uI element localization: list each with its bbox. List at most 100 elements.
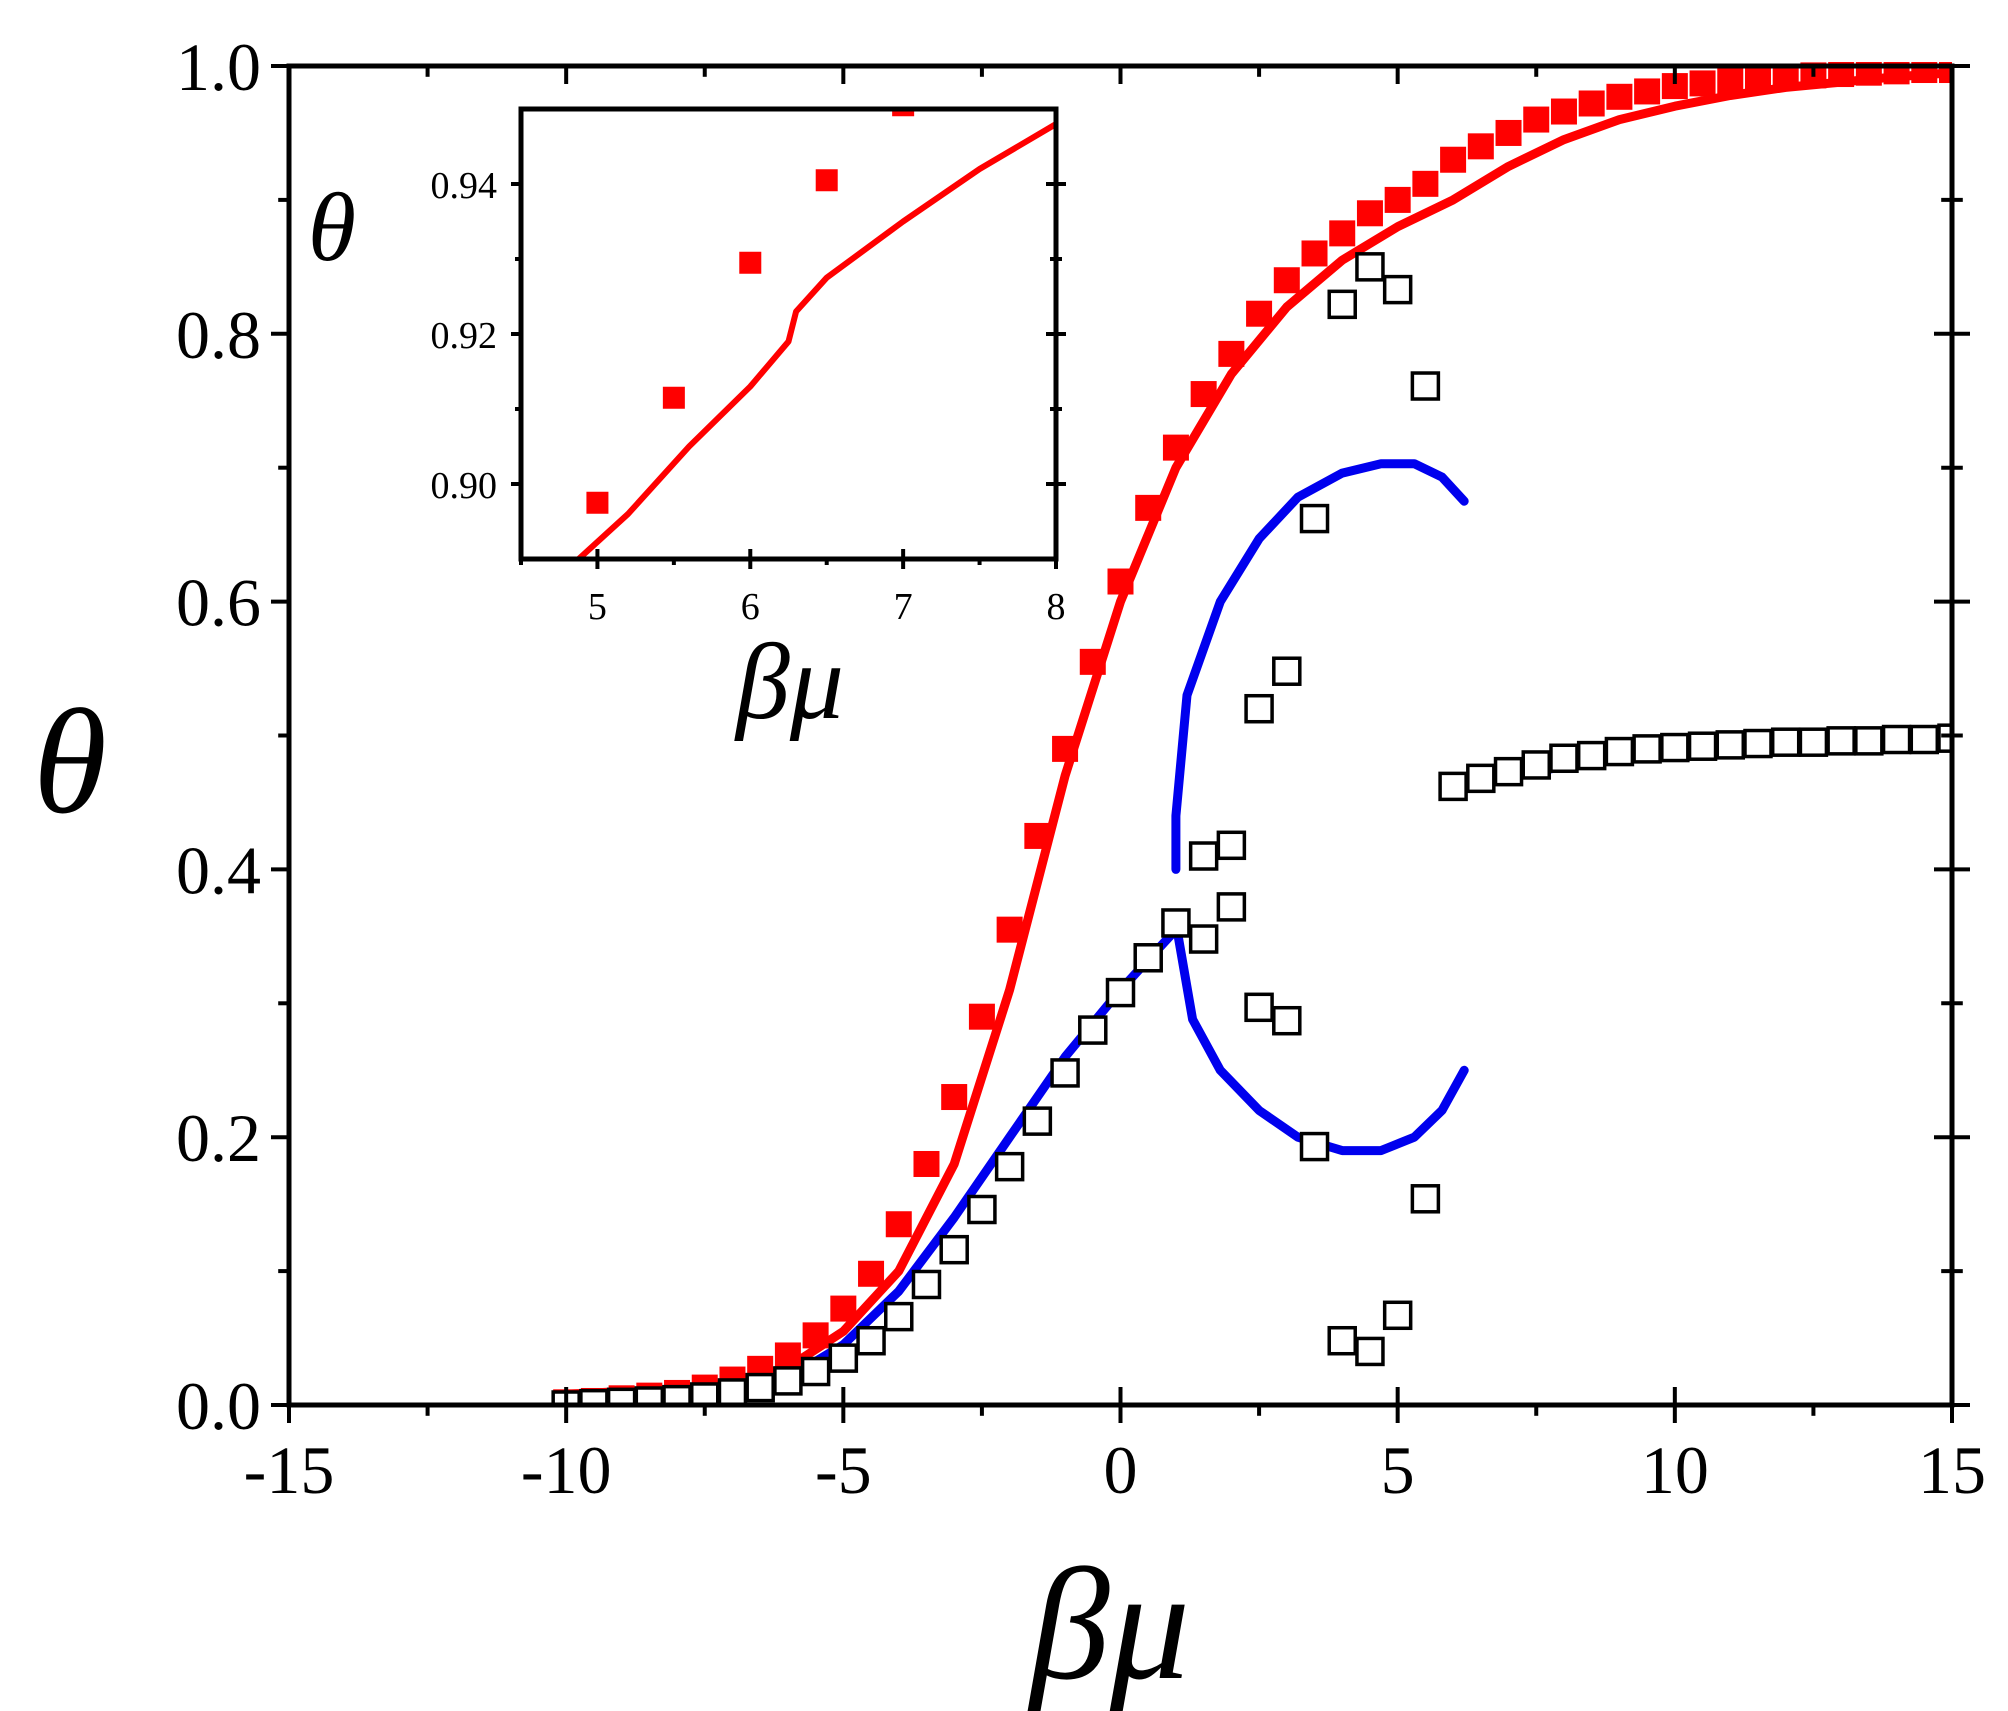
series-1-point: [1521, 750, 1551, 780]
x-tick-label: 10: [1641, 1432, 1709, 1508]
series-1-point: [1327, 289, 1357, 320]
series-1-point: [1078, 1015, 1108, 1045]
series-1-point: [1687, 731, 1718, 761]
y-tick-label: 0.6: [176, 565, 261, 641]
series-1-point: [1244, 992, 1274, 1023]
series-0-point: [1578, 90, 1605, 117]
series-1-point: [800, 1356, 831, 1387]
series-0-point: [1218, 340, 1245, 367]
y-tick-label: 0.92: [431, 315, 498, 357]
series-1-point: [1272, 656, 1302, 686]
series-1-point: [1660, 732, 1690, 763]
series-1-point: [1355, 252, 1385, 282]
series-1-point: [1382, 1300, 1413, 1331]
series-1-point: [856, 1325, 886, 1356]
series-1-point: [1604, 736, 1635, 767]
series-0-point: [1079, 648, 1106, 675]
series-0-point: [913, 1150, 940, 1177]
series-0-point: [1162, 434, 1189, 461]
series-1-point: [1493, 756, 1524, 787]
series-0-point: [1523, 106, 1550, 133]
series-1-point: [1244, 693, 1274, 724]
series-1-point: [1299, 503, 1330, 534]
series-0-point: [1356, 200, 1383, 227]
series-0-point: [1634, 78, 1661, 105]
series-1-point: [1715, 730, 1746, 760]
series-0-point: [1301, 240, 1328, 267]
series-1-point: [1299, 1131, 1330, 1162]
main-ticks: -15 -10 -5 0 5 10 15 0.0 0.2 0.4 0.6 0.8 1.0: [176, 29, 1986, 1508]
series-0-point: [1384, 186, 1411, 213]
series-1-point: [911, 1269, 942, 1300]
x-tick-label: 7: [894, 586, 913, 628]
series-1-point: [1826, 726, 1856, 756]
series-1-point: [1216, 892, 1247, 922]
y-tick-label: 0.2: [176, 1100, 261, 1176]
series-1-point: [773, 1366, 803, 1396]
series-1-point: [1632, 734, 1662, 764]
series-0-point: [1273, 267, 1300, 294]
x-tick-label: 5: [1381, 1432, 1415, 1508]
series-1-point: [717, 1378, 748, 1405]
series-1-point: [1188, 841, 1219, 871]
series-0-point: [968, 1003, 995, 1030]
series-0-point: [1550, 98, 1577, 125]
inset-ticks: 5 6 7 8 0.90 0.92 0.94: [431, 165, 1066, 628]
series-0-point: [1744, 65, 1771, 92]
x-tick-label: 15: [1918, 1432, 1986, 1508]
y-tick-label: 0.0: [176, 1368, 261, 1444]
series-1-point: [967, 1194, 997, 1225]
series-0-point: [1495, 119, 1522, 146]
series-0-point: [1190, 381, 1217, 408]
series-1-point: [939, 1234, 969, 1265]
inset-plot: 5 6 7 8 0.90 0.92 0.94 βμ θ: [308, 106, 1066, 742]
series-1-point: [1466, 763, 1496, 794]
series-1-point: [1355, 1336, 1385, 1367]
series-0-point: [885, 1211, 912, 1238]
main-x-axis-title: βμ: [1027, 1535, 1190, 1711]
series-0-point: [662, 386, 685, 409]
series-1-point: [1410, 371, 1441, 401]
inset-data-layer: [574, 109, 1056, 559]
series-1-point: [745, 1372, 775, 1403]
series-1-point: [994, 1151, 1025, 1182]
series-0-point: [815, 169, 838, 192]
series-1-point: [1216, 830, 1247, 861]
series-0-point: [830, 1295, 857, 1322]
series-0-point: [1689, 70, 1716, 97]
y-tick-label: 1.0: [176, 29, 261, 105]
y-tick-label: 0.94: [431, 165, 498, 207]
inset-x-axis-title: βμ: [734, 623, 844, 742]
x-tick-label: -15: [244, 1432, 335, 1508]
series-0-point: [1606, 83, 1633, 110]
series-1-point: [1105, 977, 1136, 1008]
series-0-point: [1135, 494, 1162, 521]
series-1-point: [1050, 1058, 1080, 1088]
series-0-point: [1717, 67, 1744, 94]
series-1-point: [1161, 908, 1191, 938]
series-1-line: [574, 121, 1056, 559]
series-0-point: [1052, 735, 1079, 762]
series-0-point: [1024, 822, 1051, 849]
series-1-point: [1937, 723, 1952, 753]
x-tick-label: 8: [1047, 586, 1066, 628]
series-1-point: [1022, 1106, 1053, 1136]
x-tick-label: 6: [741, 586, 760, 628]
x-tick-label: -5: [815, 1432, 872, 1508]
series-0-point: [774, 1342, 801, 1369]
main-y-axis-title: θ: [33, 679, 107, 845]
series-1-point: [1854, 726, 1884, 756]
x-tick-label: 0: [1104, 1432, 1138, 1508]
series-1-point: [884, 1301, 914, 1332]
series-0-point: [1467, 133, 1494, 160]
series-1-point: [1576, 740, 1607, 771]
series-0-point: [1246, 300, 1273, 327]
x-tick-label: 5: [588, 586, 607, 628]
series-0-point: [996, 916, 1023, 943]
series-1-point: [1272, 1005, 1302, 1036]
main-plot: -15 -10 -5 0 5 10 15 0.0 0.2 0.4 0.6 0.8 1.0 βμ θ: [33, 29, 1986, 1711]
series-0-point: [586, 491, 609, 514]
x-tick-label: -10: [521, 1432, 612, 1508]
series-0-point: [1329, 220, 1356, 247]
